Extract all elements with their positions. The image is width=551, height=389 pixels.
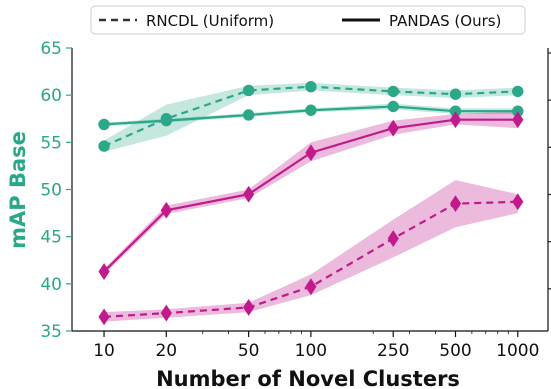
x-tick-label: 1000 (496, 341, 539, 361)
data-point (449, 195, 462, 213)
data-point (449, 88, 462, 100)
y-tick-label: 55 (40, 133, 62, 153)
data-point (98, 140, 110, 152)
y-tick-label: 45 (40, 228, 62, 248)
data-point (387, 119, 399, 137)
data-point (387, 100, 399, 113)
data-point (98, 118, 110, 131)
legend: RNCDL (Uniform) PANDAS (Ours) (90, 5, 526, 35)
data-point (243, 299, 255, 316)
legend-frame (90, 5, 526, 35)
x-tick-label: 20 (155, 341, 177, 361)
data-point (449, 111, 462, 129)
legend-label-rncdl: RNCDL (Uniform) (146, 12, 274, 30)
data-point (387, 230, 399, 247)
y-tick-label: 35 (40, 322, 62, 342)
series-band (104, 111, 518, 275)
x-tick-label: 10 (93, 341, 115, 361)
y-tick-label: 65 (40, 39, 62, 59)
series-band (104, 180, 518, 322)
y-tick-label: 60 (40, 86, 62, 106)
x-tick-label: 250 (377, 341, 409, 361)
data-point (98, 263, 110, 280)
x-tick-label: 50 (238, 341, 260, 361)
data-point (305, 80, 317, 93)
data-point (160, 304, 172, 322)
data-point (242, 84, 255, 97)
y-axis-title: mAP Base (6, 131, 30, 249)
data-point (160, 201, 172, 219)
series-band (104, 103, 518, 127)
series-band (104, 82, 518, 152)
x-tick-label: 100 (295, 341, 327, 361)
plot-area: 35 40 45 50 55 60 65 10 20 50 100 250 500 1000 (40, 39, 551, 361)
y-tick-label: 40 (40, 275, 62, 295)
y-tick-label: 50 (40, 181, 62, 201)
data-point (387, 85, 399, 98)
x-tick-label: 500 (439, 341, 471, 361)
data-point (512, 193, 524, 211)
data-point (305, 278, 317, 296)
data-point (160, 114, 173, 127)
data-point (243, 185, 255, 203)
data-point (512, 111, 524, 129)
data-point (98, 308, 110, 326)
data-point (512, 85, 524, 98)
data-point (305, 104, 317, 116)
data-point (305, 144, 317, 162)
data-point (242, 109, 255, 121)
legend-label-pandas: PANDAS (Ours) (389, 12, 501, 30)
x-axis-title: Number of Novel Clusters (156, 367, 460, 389)
